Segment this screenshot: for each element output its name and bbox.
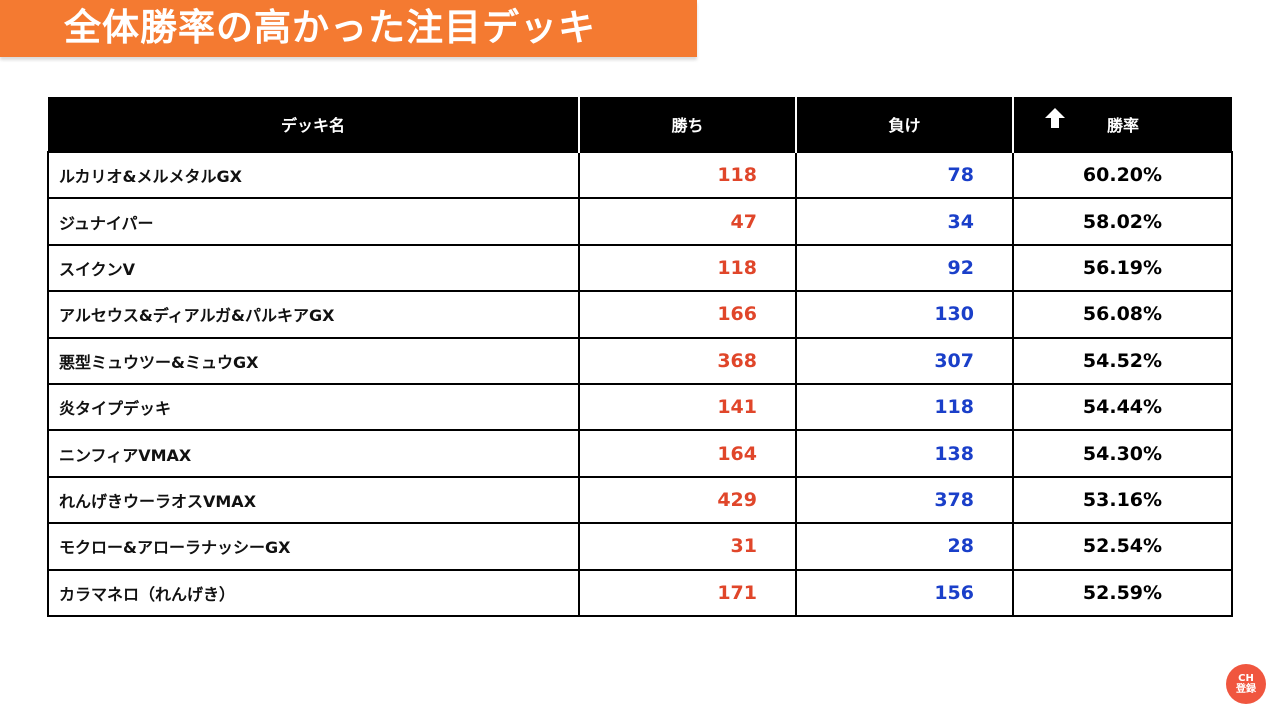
losses-cell: 78 <box>795 150 1014 200</box>
table-row: 悪型ミュウツー&ミュウGX 368 307 54.52% <box>47 336 1233 385</box>
deck-name-cell: 悪型ミュウツー&ミュウGX <box>47 336 580 385</box>
deck-winrate-table: デッキ名 勝ち 負け 勝率 ルカリオ&メルメタルGX 118 78 60.20% ジュナ… <box>47 97 1233 617</box>
losses-cell: 28 <box>795 522 1014 571</box>
wins-cell: 118 <box>578 243 797 293</box>
losses-cell: 156 <box>795 568 1014 617</box>
losses-cell: 34 <box>795 197 1014 246</box>
header-deck-name[interactable]: デッキ名 <box>48 97 579 152</box>
wins-cell: 368 <box>578 336 797 385</box>
table-row: モクロー&アローラナッシーGX 31 28 52.54% <box>47 522 1233 571</box>
losses-cell: 378 <box>795 475 1014 525</box>
subscribe-badge[interactable]: CH 登録 <box>1226 664 1266 704</box>
wins-cell: 47 <box>578 197 797 246</box>
header-winrate[interactable]: 勝率 <box>1012 97 1232 152</box>
table-row: ジュナイパー 47 34 58.02% <box>47 197 1233 246</box>
wins-cell: 429 <box>578 475 797 525</box>
table-row: ニンフィアVMAX 164 138 54.30% <box>47 429 1233 478</box>
losses-cell: 130 <box>795 290 1014 339</box>
losses-cell: 307 <box>795 336 1014 385</box>
page-title: 全体勝率の高かった注目デッキ <box>64 6 596 49</box>
arrow-up-icon <box>1045 108 1065 128</box>
deck-name-cell: モクロー&アローラナッシーGX <box>47 522 580 571</box>
deck-name-cell: スイクンV <box>47 243 580 293</box>
title-banner: 全体勝率の高かった注目デッキ <box>0 0 697 57</box>
badge-line1: CH <box>1238 673 1254 684</box>
winrate-cell: 53.16% <box>1012 475 1233 525</box>
header-losses[interactable]: 負け <box>795 97 1013 152</box>
wins-cell: 31 <box>578 522 797 571</box>
deck-name-cell: ジュナイパー <box>47 197 580 246</box>
losses-cell: 138 <box>795 429 1014 478</box>
wins-cell: 118 <box>578 150 797 200</box>
table-row: スイクンV 118 92 56.19% <box>47 243 1233 293</box>
table-row: ルカリオ&メルメタルGX 118 78 60.20% <box>47 150 1233 200</box>
table-row: カラマネロ（れんげき） 171 156 52.59% <box>47 568 1233 617</box>
winrate-cell: 52.54% <box>1012 522 1233 571</box>
deck-name-cell: カラマネロ（れんげき） <box>47 568 580 617</box>
header-wins[interactable]: 勝ち <box>578 97 796 152</box>
header-winrate-label: 勝率 <box>1106 116 1139 135</box>
badge-line2: 登録 <box>1236 684 1256 695</box>
winrate-cell: 54.44% <box>1012 382 1233 432</box>
deck-name-cell: れんげきウーラオスVMAX <box>47 475 580 525</box>
winrate-cell: 54.30% <box>1012 429 1233 478</box>
wins-cell: 141 <box>578 382 797 432</box>
winrate-cell: 56.19% <box>1012 243 1233 293</box>
deck-name-cell: ニンフィアVMAX <box>47 429 580 478</box>
winrate-cell: 58.02% <box>1012 197 1233 246</box>
winrate-cell: 60.20% <box>1012 150 1233 200</box>
wins-cell: 164 <box>578 429 797 478</box>
deck-name-cell: アルセウス&ディアルガ&パルキアGX <box>47 290 580 339</box>
losses-cell: 92 <box>795 243 1014 293</box>
losses-cell: 118 <box>795 382 1014 432</box>
table-row: れんげきウーラオスVMAX 429 378 53.16% <box>47 475 1233 525</box>
winrate-cell: 56.08% <box>1012 290 1233 339</box>
table-row: 炎タイプデッキ 141 118 54.44% <box>47 382 1233 432</box>
winrate-cell: 54.52% <box>1012 336 1233 385</box>
deck-name-cell: ルカリオ&メルメタルGX <box>47 150 580 200</box>
winrate-cell: 52.59% <box>1012 568 1233 617</box>
wins-cell: 166 <box>578 290 797 339</box>
deck-name-cell: 炎タイプデッキ <box>47 382 580 432</box>
table-header-row: デッキ名 勝ち 負け 勝率 <box>48 97 1232 152</box>
wins-cell: 171 <box>578 568 797 617</box>
table-row: アルセウス&ディアルガ&パルキアGX 166 130 56.08% <box>47 290 1233 339</box>
